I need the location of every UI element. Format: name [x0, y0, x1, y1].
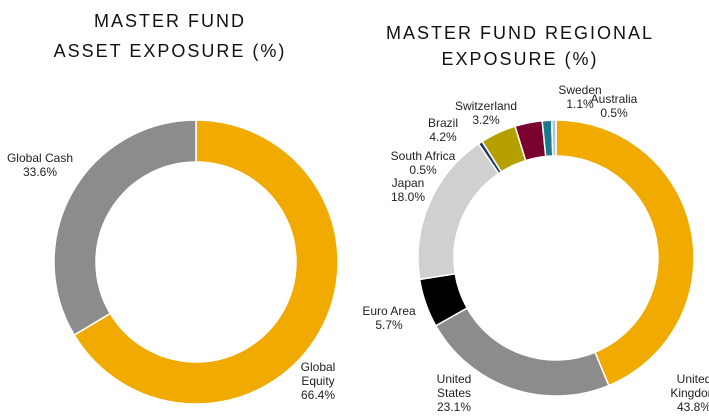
segment-label: Japan 18.0% [391, 176, 425, 204]
category-name: Global Equity [300, 360, 336, 388]
value-label: 4.2% [429, 130, 457, 144]
segment-label: South Africa 0.5% [391, 149, 456, 177]
value-label: 43.8% [676, 400, 709, 414]
value-label: 3.2% [472, 113, 500, 127]
chart-title: ASSET EXPOSURE (%) [54, 41, 287, 61]
donut-segment [73, 119, 339, 405]
chart-title: MASTER FUND [94, 11, 246, 31]
category-name: Australia [590, 92, 638, 106]
value-label: 5.7% [375, 318, 403, 332]
category-name: Switzerland [454, 99, 518, 113]
donut-segment [53, 119, 197, 337]
segment-label: Switzerland 3.2% [455, 99, 517, 127]
category-name: Sweden [558, 83, 602, 97]
segment-label: Sweden 1.1% [558, 83, 601, 111]
category-name: Japan [391, 176, 425, 190]
chart-title: MASTER FUND REGIONAL [386, 23, 654, 43]
segment-label: United States 23.1% [430, 372, 478, 414]
segment-label: Global Cash 33.6% [7, 151, 73, 179]
segment-label: Euro Area 5.7% [362, 304, 415, 332]
value-label: 23.1% [436, 400, 472, 414]
category-name: Brazil [427, 116, 459, 130]
value-label: 66.4% [300, 388, 336, 402]
category-name: United Kingdom [670, 372, 709, 400]
donut-segment [550, 119, 557, 157]
category-name: United States [436, 372, 472, 400]
segment-label: Australia 0.5% [591, 92, 638, 120]
value-label: 0.5% [409, 163, 437, 177]
segment-label: Global Equity 66.4% [294, 360, 342, 402]
value-label: 0.5% [600, 106, 628, 120]
category-name: South Africa [390, 149, 456, 163]
chart-title: EXPOSURE (%) [441, 49, 598, 69]
segment-label: Brazil 4.2% [428, 116, 458, 144]
value-label: 18.0% [390, 190, 426, 204]
donut-segment [555, 119, 695, 387]
category-name: Global Cash [6, 151, 74, 165]
value-label: 33.6% [22, 165, 58, 179]
segment-label: United Kingdom43.8% [670, 372, 709, 414]
category-name: Euro Area [362, 304, 416, 318]
value-label: 1.1% [566, 97, 594, 111]
